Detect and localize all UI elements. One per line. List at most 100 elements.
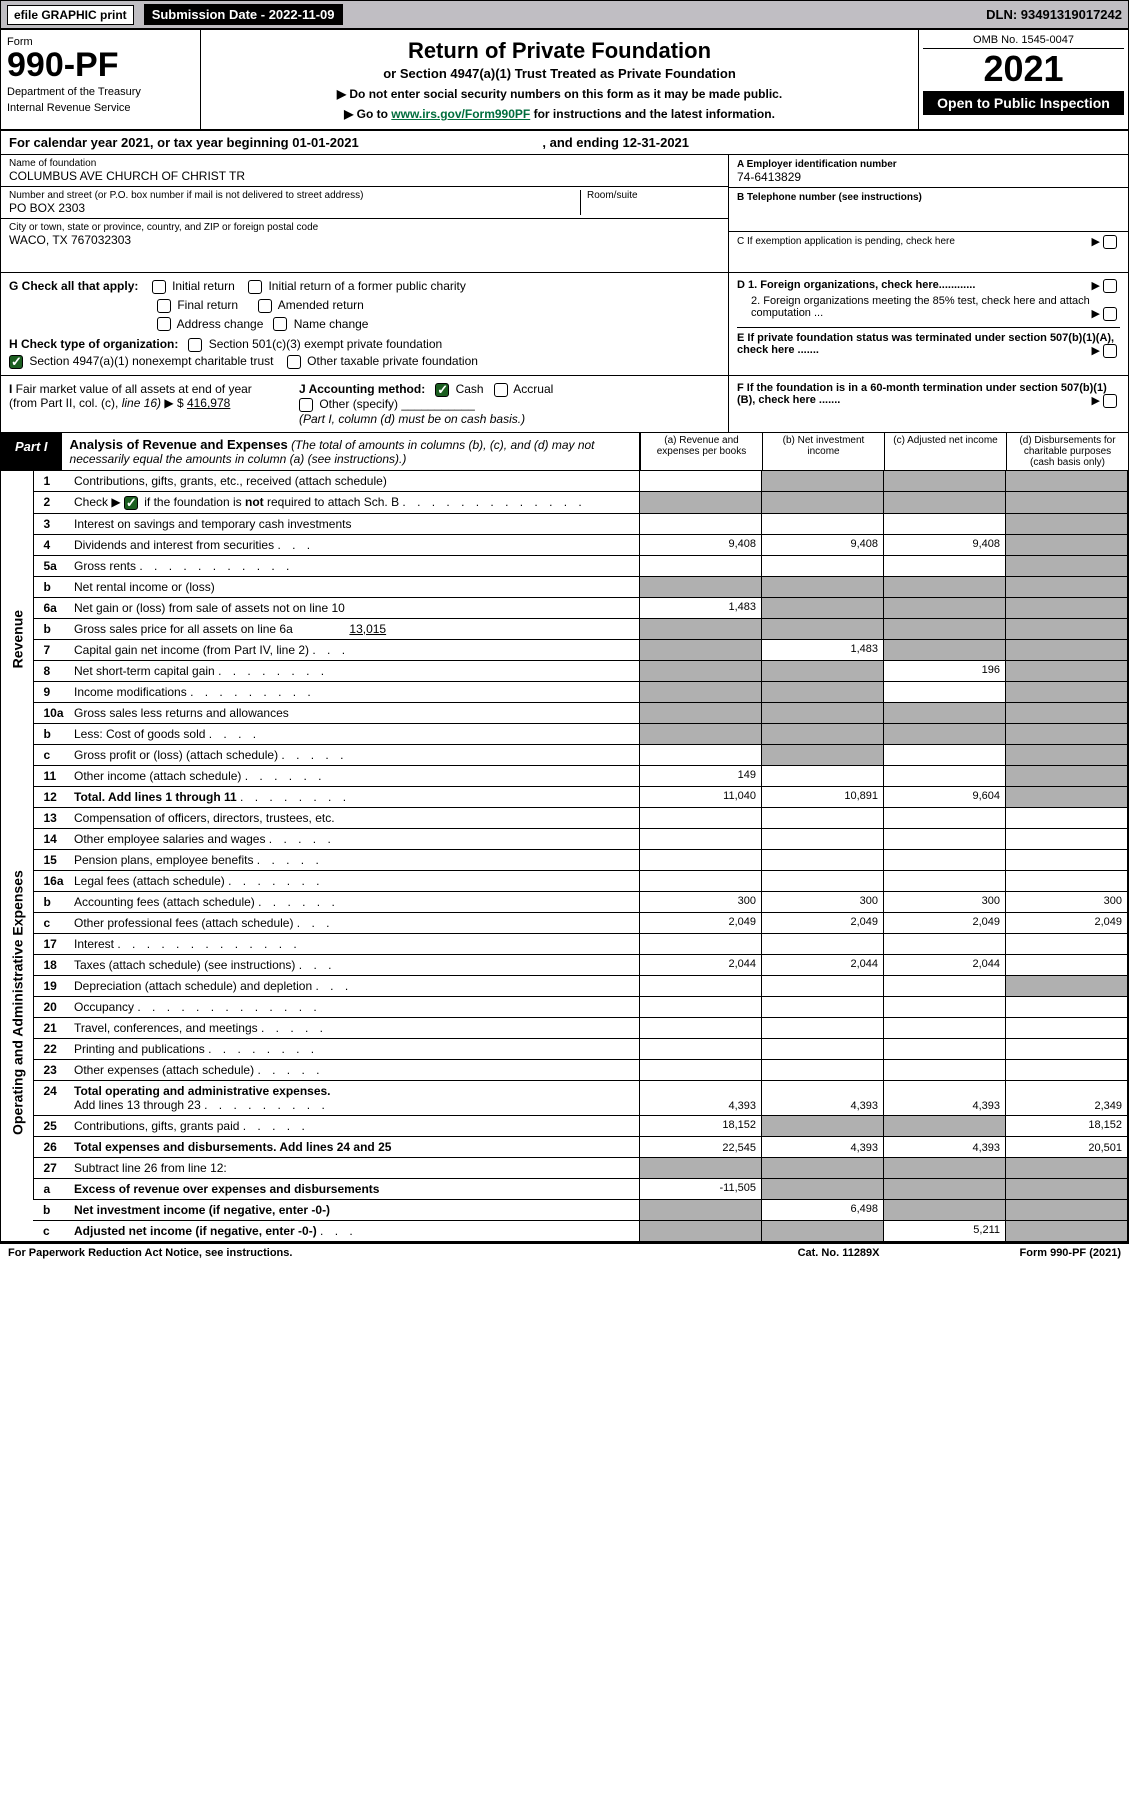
cal-begin: For calendar year 2021, or tax year begi… <box>9 135 359 150</box>
check-c[interactable] <box>1103 235 1117 249</box>
top-bar: efile GRAPHIC print Submission Date - 20… <box>1 1 1128 30</box>
row-7: Capital gain net income (from Part IV, l… <box>74 643 309 657</box>
g-opt1: Initial return <box>172 279 235 293</box>
f-label: F If the foundation is in a 60-month ter… <box>737 382 1107 406</box>
submission-date: Submission Date - 2022-11-09 <box>144 4 343 25</box>
row-9: Income modifications <box>74 685 187 699</box>
r26-b: 4,393 <box>762 1136 884 1157</box>
row-17: Interest <box>74 937 114 951</box>
row-27b: Net investment income (if negative, ente… <box>74 1203 330 1217</box>
expenses-label: Operating and Administrative Expenses <box>1 807 33 1199</box>
identity-section: Name of foundationCOLUMBUS AVE CHURCH OF… <box>1 155 1128 273</box>
h-opt2: Section 4947(a)(1) nonexempt charitable … <box>29 354 273 368</box>
h-opt3: Other taxable private foundation <box>307 354 478 368</box>
check-name[interactable] <box>273 317 287 331</box>
check-cash[interactable] <box>435 383 449 397</box>
col-b-header: (b) Net investment income <box>762 433 884 470</box>
check-final[interactable] <box>157 299 171 313</box>
r16c-a: 2,049 <box>640 912 762 933</box>
fmv-value: 416,978 <box>187 396 230 410</box>
row-13: Compensation of officers, directors, tru… <box>69 807 640 828</box>
check-other-acct[interactable] <box>299 398 313 412</box>
h-opt1: Section 501(c)(3) exempt private foundat… <box>209 337 442 351</box>
tax-year: 2021 <box>923 49 1124 89</box>
r27b-b: 6,498 <box>762 1199 884 1220</box>
row-5a: Gross rents <box>74 559 136 573</box>
j-note: (Part I, column (d) must be on cash basi… <box>299 412 525 426</box>
row-16c: Other professional fees (attach schedule… <box>74 916 293 930</box>
j-accrual: Accrual <box>513 382 553 396</box>
r12-c: 9,604 <box>884 786 1006 807</box>
check-initial-former[interactable] <box>248 280 262 294</box>
row-1: Contributions, gifts, grants, etc., rece… <box>69 471 640 492</box>
section-g-h: G Check all that apply: Initial return I… <box>1 273 1128 376</box>
g-label: G Check all that apply: <box>9 279 138 293</box>
r25-a: 18,152 <box>640 1115 762 1136</box>
row-2: Check ▶ if the foundation is not require… <box>69 491 640 513</box>
omb-number: OMB No. 1545-0047 <box>923 34 1124 49</box>
i-label: I <box>9 382 12 396</box>
foundation-name: COLUMBUS AVE CHURCH OF CHRIST TR <box>9 169 720 183</box>
dln-number: DLN: 93491319017242 <box>986 7 1122 22</box>
section-i-j-f: I Fair market value of all assets at end… <box>1 376 1128 433</box>
row-3: Interest on savings and temporary cash i… <box>69 513 640 534</box>
irs-link[interactable]: ▶ Go to www.irs.gov/Form990PF for instru… <box>344 107 775 121</box>
r24-c: 4,393 <box>884 1080 1006 1115</box>
check-d1[interactable] <box>1103 279 1117 293</box>
check-4947[interactable] <box>9 355 23 369</box>
row-10b: Less: Cost of goods sold <box>74 727 205 741</box>
g-opt2: Initial return of a former public charit… <box>268 279 465 293</box>
j-cash: Cash <box>456 382 484 396</box>
check-initial[interactable] <box>152 280 166 294</box>
open-inspection: Open to Public Inspection <box>923 91 1124 115</box>
efile-badge: efile GRAPHIC print <box>7 5 134 25</box>
form-subtitle: or Section 4947(a)(1) Trust Treated as P… <box>209 66 910 81</box>
check-501c3[interactable] <box>188 338 202 352</box>
row-26: Total expenses and disbursements. Add li… <box>74 1140 391 1154</box>
ssn-note: ▶ Do not enter social security numbers o… <box>209 87 910 101</box>
check-schb[interactable] <box>124 496 138 510</box>
form-title: Return of Private Foundation <box>209 38 910 64</box>
street-address: PO BOX 2303 <box>9 201 580 215</box>
r12-a: 11,040 <box>640 786 762 807</box>
addr-label: Number and street (or P.O. box number if… <box>9 190 580 201</box>
r24-d: 2,349 <box>1006 1080 1128 1115</box>
check-f[interactable] <box>1103 394 1117 408</box>
footer-form: Form 990-PF (2021) <box>1020 1247 1121 1259</box>
h-label: H Check type of organization: <box>9 337 178 351</box>
row-8: Net short-term capital gain <box>74 664 215 678</box>
r24-a: 4,393 <box>640 1080 762 1115</box>
r6a-a: 1,483 <box>640 597 762 618</box>
col-c-header: (c) Adjusted net income <box>884 433 1006 470</box>
irs-label: Internal Revenue Service <box>7 102 194 114</box>
ein-label: A Employer identification number <box>737 159 897 170</box>
row-19: Depreciation (attach schedule) and deple… <box>74 979 312 993</box>
check-accrual[interactable] <box>494 383 508 397</box>
row-5b: Net rental income or (loss) <box>69 576 640 597</box>
col-d-header: (d) Disbursements for charitable purpose… <box>1006 433 1128 470</box>
check-address[interactable] <box>157 317 171 331</box>
check-d2[interactable] <box>1103 307 1117 321</box>
r11-a: 149 <box>640 765 762 786</box>
check-e[interactable] <box>1103 344 1117 358</box>
g-opt6: Name change <box>294 317 369 331</box>
r26-d: 20,501 <box>1006 1136 1128 1157</box>
part1-header: Part I Analysis of Revenue and Expenses … <box>1 433 1128 471</box>
row-22: Printing and publications <box>74 1042 205 1056</box>
r18-b: 2,044 <box>762 954 884 975</box>
r27a-a: -11,505 <box>640 1178 762 1199</box>
r16b-c: 300 <box>884 891 1006 912</box>
revenue-label: Revenue <box>1 471 33 807</box>
j-other: Other (specify) <box>319 397 398 411</box>
row-10c: Gross profit or (loss) (attach schedule) <box>74 748 278 762</box>
part1-title: Analysis of Revenue and Expenses <box>70 437 288 452</box>
r6b-val: 13,015 <box>296 622 386 636</box>
r18-c: 2,044 <box>884 954 1006 975</box>
row-27a: Excess of revenue over expenses and disb… <box>74 1182 379 1196</box>
check-amended[interactable] <box>258 299 272 313</box>
row-24b: Add lines 13 through 23 <box>74 1098 201 1112</box>
ein-value: 74-6413829 <box>737 170 1120 184</box>
check-other-tax[interactable] <box>287 355 301 369</box>
row-27c: Adjusted net income (if negative, enter … <box>74 1224 317 1238</box>
row-21: Travel, conferences, and meetings <box>74 1021 258 1035</box>
